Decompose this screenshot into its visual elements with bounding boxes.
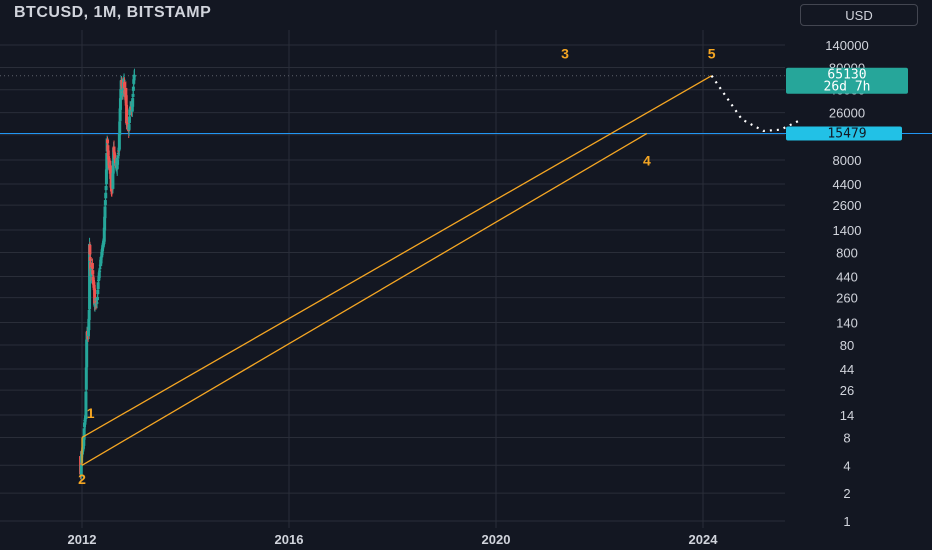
wave-label-2: 2 bbox=[78, 471, 86, 487]
y-tick-label: 440 bbox=[836, 269, 858, 284]
candle-body bbox=[83, 422, 87, 428]
y-tick-label: 2 bbox=[843, 486, 850, 501]
y-tick-label: 2600 bbox=[833, 198, 862, 213]
candle-body bbox=[103, 206, 107, 219]
grid-lines bbox=[0, 30, 785, 528]
candle-body bbox=[84, 391, 88, 420]
candle-body bbox=[93, 288, 97, 305]
y-tick-label: 26 bbox=[840, 383, 854, 398]
candle-body bbox=[85, 339, 89, 368]
current-price-countdown: 26d 7h bbox=[824, 80, 871, 95]
horizontal-level-line bbox=[0, 75, 932, 134]
y-tick-label: 140 bbox=[836, 315, 858, 330]
candle-body bbox=[105, 152, 109, 170]
y-tick-label: 80 bbox=[840, 338, 854, 353]
candle-body bbox=[132, 75, 136, 77]
wave-label-4: 4 bbox=[643, 152, 651, 168]
wave-labels: 1 2 3 4 5 bbox=[78, 46, 716, 488]
candle-body bbox=[118, 121, 122, 136]
y-tick-label: 1 bbox=[843, 514, 850, 529]
candle-body bbox=[118, 108, 122, 122]
y-tick-label: 8 bbox=[843, 430, 850, 445]
candle-body bbox=[119, 89, 123, 101]
y-tick-label: 14 bbox=[840, 408, 854, 423]
y-axis[interactable]: 1400008000046000260001500080004400260014… bbox=[825, 38, 868, 529]
currency-button[interactable]: USD bbox=[800, 4, 918, 26]
current-price-tag bbox=[786, 67, 908, 94]
candle-body bbox=[104, 169, 108, 185]
y-tick-label: 4400 bbox=[833, 177, 862, 192]
x-tick-label: 2016 bbox=[275, 532, 304, 547]
candle-body bbox=[111, 172, 115, 189]
current-price-value: 65130 bbox=[827, 68, 866, 83]
chart-title: BTCUSD, 1M, BITSTAMP bbox=[14, 4, 212, 21]
x-axis[interactable]: 2012 2016 2020 2024 bbox=[68, 532, 719, 547]
channel-upper-line bbox=[81, 75, 712, 439]
candle-body bbox=[106, 139, 110, 144]
candle-body bbox=[79, 464, 83, 477]
x-tick-label: 2020 bbox=[482, 532, 511, 547]
candle-body bbox=[96, 282, 100, 290]
candle-body bbox=[127, 124, 131, 130]
y-tick-label: 1400 bbox=[833, 223, 862, 238]
candle-body bbox=[125, 104, 129, 124]
candle-body bbox=[117, 133, 121, 150]
y-tick-label: 44 bbox=[840, 362, 854, 377]
x-tick-label: 2024 bbox=[689, 532, 719, 547]
candle-body bbox=[103, 216, 107, 231]
channel-lower-line bbox=[81, 132, 648, 466]
wave-label-1: 1 bbox=[87, 405, 95, 421]
y-tick-label: 260 bbox=[836, 291, 858, 306]
candle-body bbox=[106, 145, 110, 151]
level-price-tag bbox=[786, 126, 902, 141]
y-tick-label: 8000 bbox=[833, 153, 862, 168]
y-tick-label: 800 bbox=[836, 245, 858, 260]
candle-body bbox=[122, 82, 126, 89]
candle-body bbox=[88, 243, 92, 310]
candle-body bbox=[104, 192, 108, 199]
candle-body bbox=[84, 367, 88, 390]
candle-body bbox=[88, 244, 92, 255]
candle-body bbox=[131, 98, 135, 107]
candle-body bbox=[111, 161, 115, 174]
y-tick-label: 4 bbox=[843, 458, 850, 473]
candle-body bbox=[127, 116, 131, 124]
channel-lines bbox=[81, 75, 712, 466]
y-tick-label: 140000 bbox=[825, 38, 868, 53]
level-price-value: 15479 bbox=[827, 126, 866, 141]
wave-label-5: 5 bbox=[708, 46, 716, 62]
y-tick-label: 26000 bbox=[829, 106, 865, 121]
wave-label-3: 3 bbox=[561, 46, 569, 62]
projection-dots bbox=[710, 75, 799, 133]
candle-body bbox=[88, 257, 92, 261]
candle-body bbox=[113, 153, 117, 160]
candle-body bbox=[131, 86, 135, 91]
projection-path bbox=[710, 75, 799, 133]
x-tick-label: 2012 bbox=[68, 532, 97, 547]
candle-body bbox=[90, 263, 94, 269]
